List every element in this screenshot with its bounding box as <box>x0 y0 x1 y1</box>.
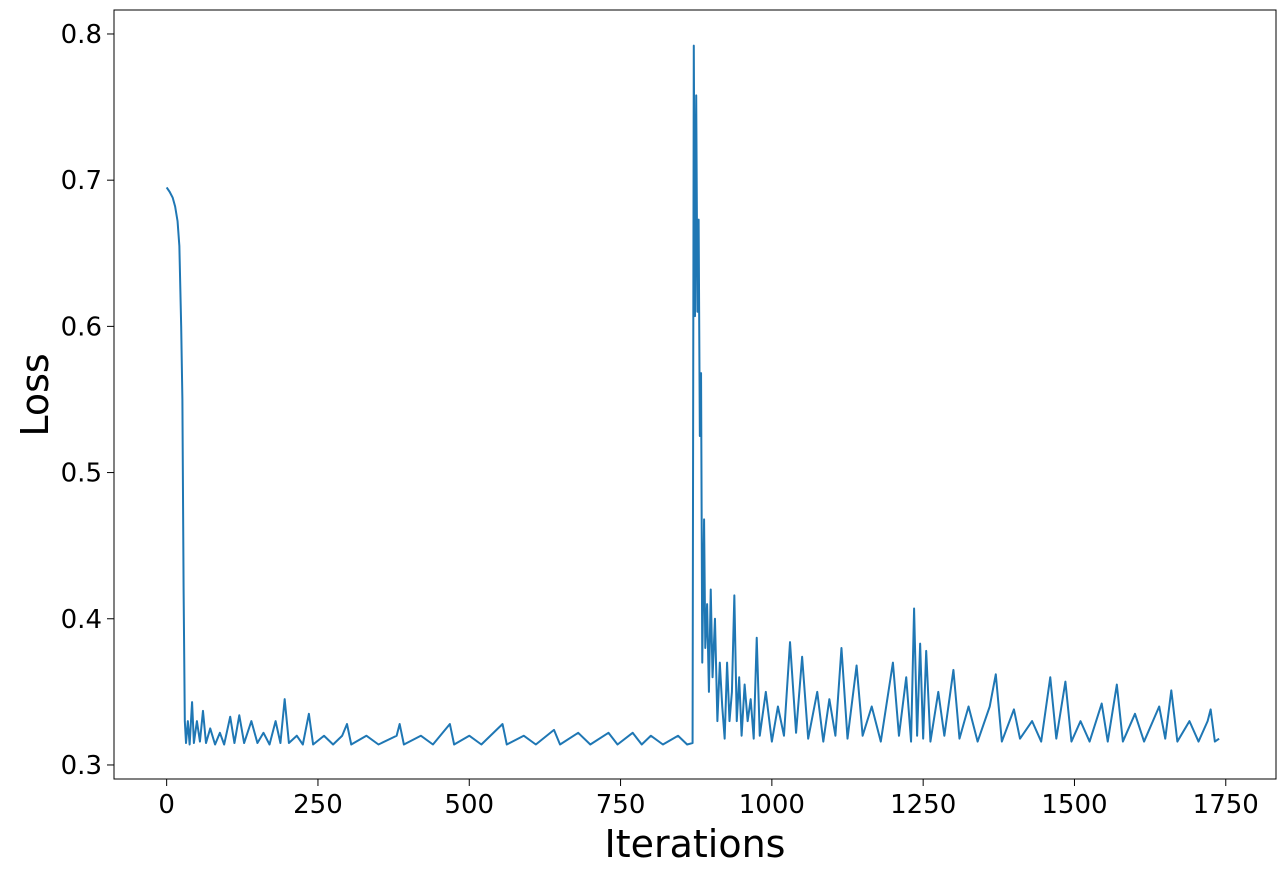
x-tick-label: 250 <box>293 790 343 820</box>
x-tick-label: 1750 <box>1193 790 1259 820</box>
x-tick-label: 0 <box>158 790 175 820</box>
y-axis-label: Loss <box>13 353 57 436</box>
x-tick-label: 1000 <box>739 790 805 820</box>
y-tick-label: 0.3 <box>61 751 102 781</box>
plot-frame <box>113 9 1277 780</box>
y-tick-label: 0.8 <box>61 20 102 50</box>
y-tick-label: 0.4 <box>61 605 102 635</box>
y-tick-label: 0.5 <box>61 459 102 489</box>
x-tick-label: 500 <box>444 790 494 820</box>
x-tick-label: 750 <box>596 790 646 820</box>
y-tick-label: 0.7 <box>61 166 102 196</box>
x-tick-label: 1500 <box>1041 790 1107 820</box>
x-tick-label: 1250 <box>890 790 956 820</box>
y-tick-label: 0.6 <box>61 312 102 342</box>
line <box>165 44 1220 746</box>
x-axis-label: Iterations <box>605 822 786 866</box>
